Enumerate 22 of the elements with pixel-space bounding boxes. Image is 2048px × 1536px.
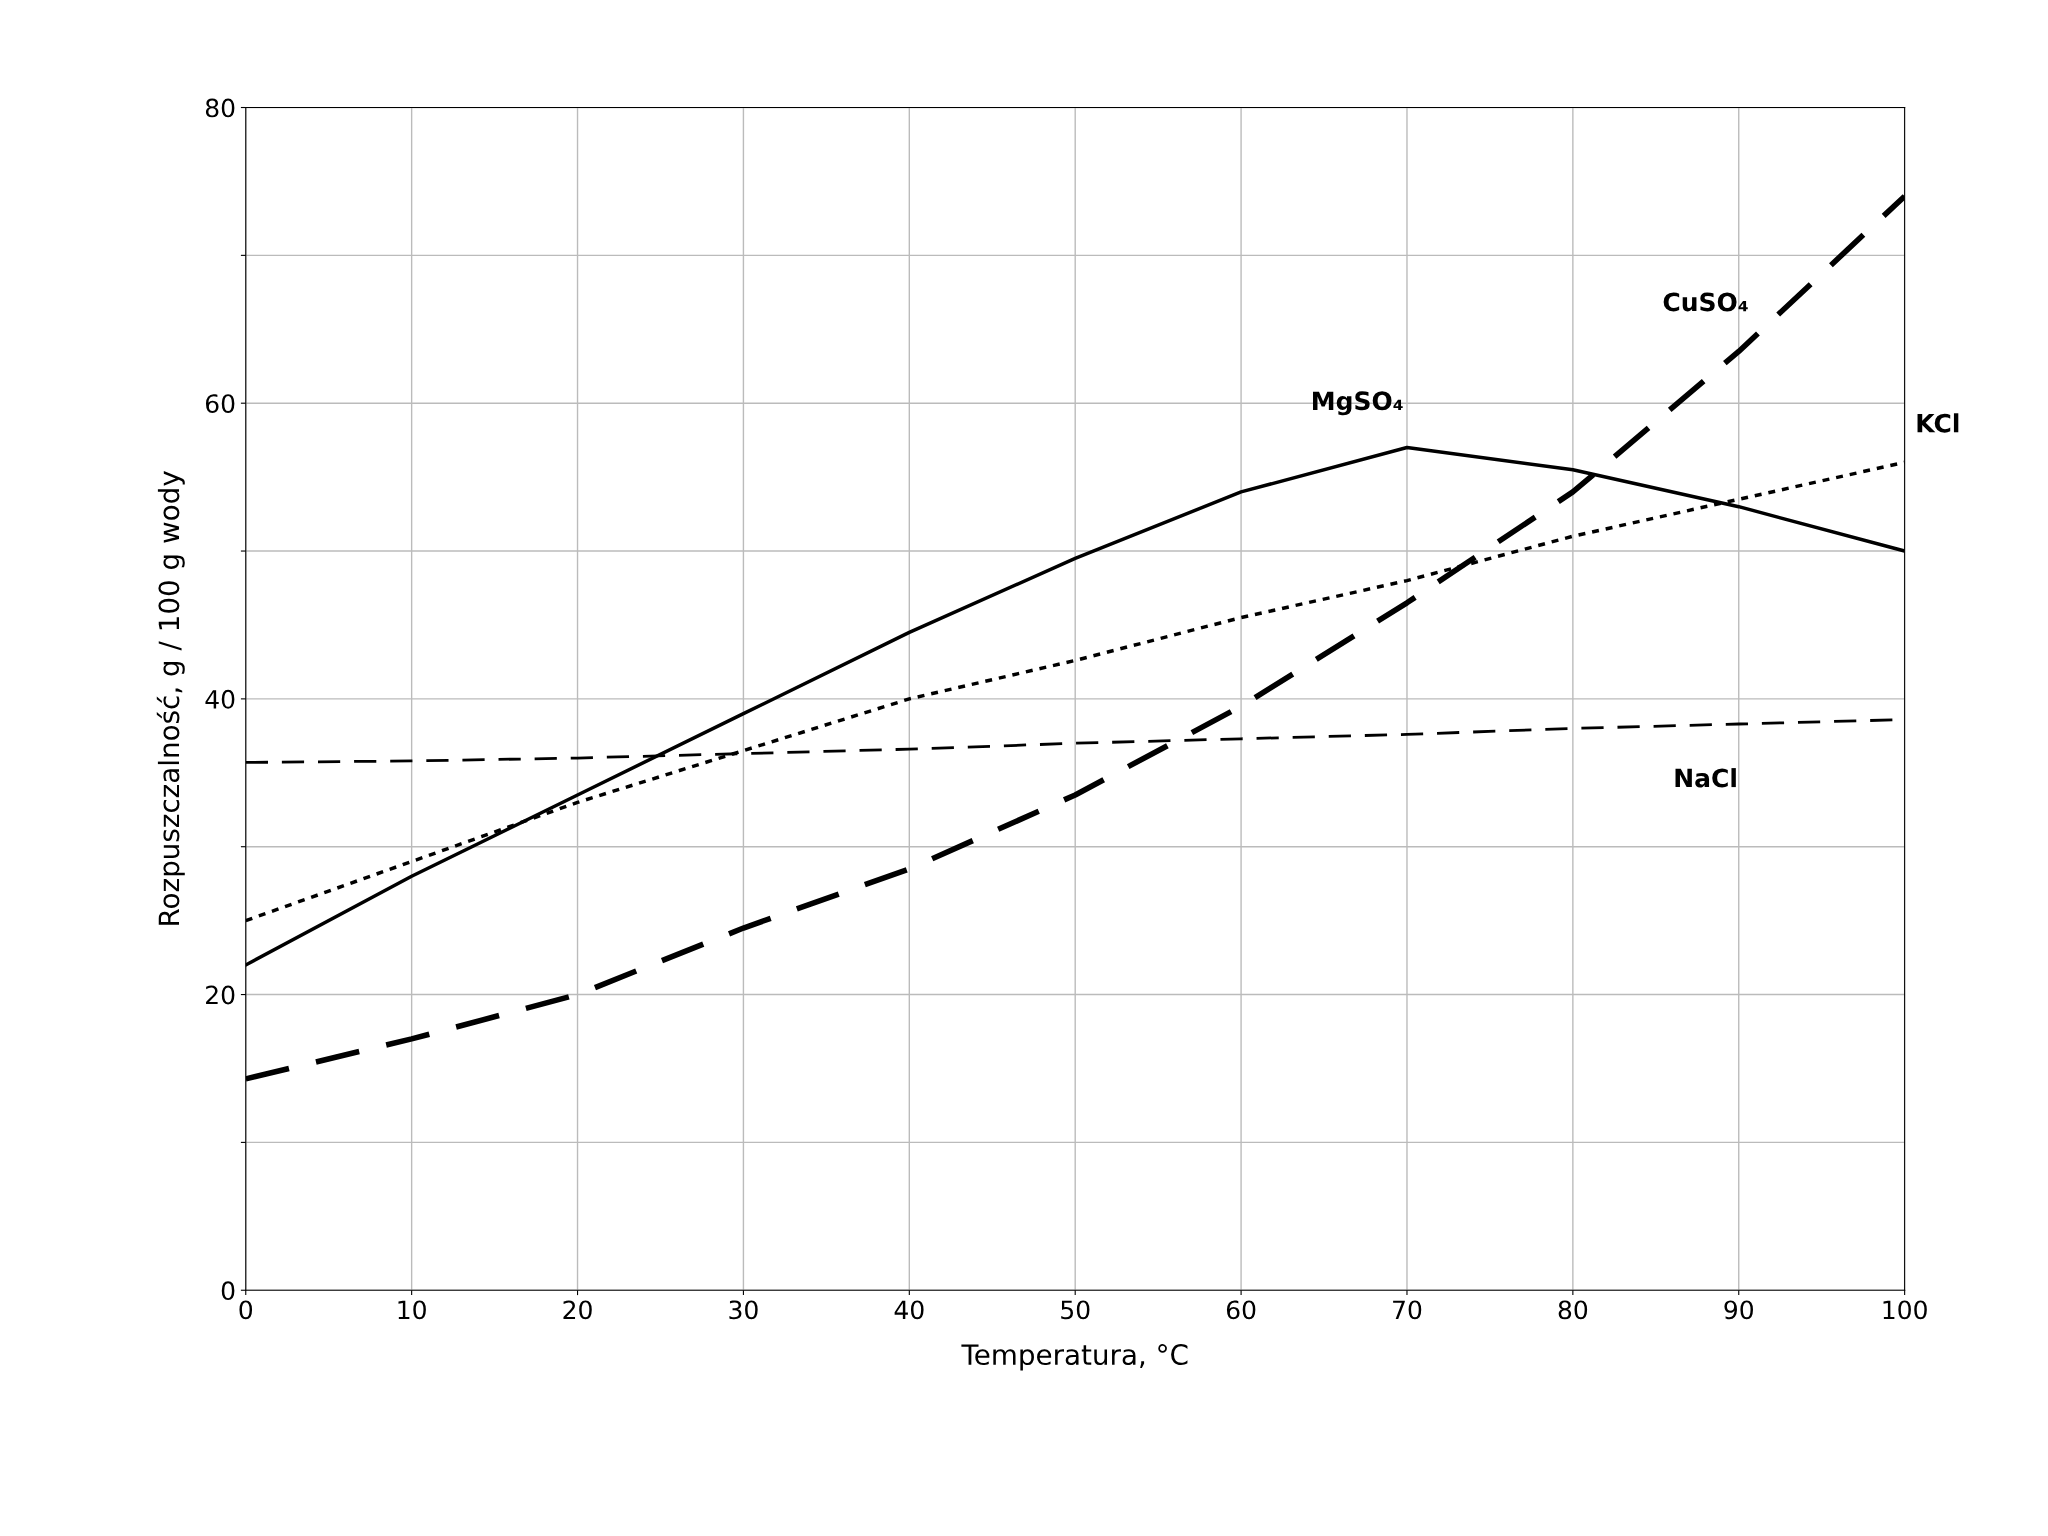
x-tick-label: 0: [239, 1300, 253, 1320]
x-tick-label: 20: [563, 1300, 592, 1320]
x-tick-label: 90: [1724, 1300, 1753, 1320]
series-label: NaCl: [1675, 768, 1736, 788]
x-axis-title: Temperatura, °C: [961, 1344, 1188, 1371]
series-label: MgSO₄: [1313, 391, 1403, 416]
x-tick-label: 10: [398, 1300, 426, 1320]
y-tick-label: 20: [206, 985, 235, 1005]
x-tick-label: 100: [1883, 1300, 1927, 1320]
y-tick-label: 80: [205, 98, 235, 118]
x-tick-label: 40: [894, 1300, 924, 1320]
x-tick-label: 80: [1558, 1300, 1588, 1320]
y-tick-label: 0: [221, 1281, 235, 1301]
x-tick-label: 50: [1061, 1300, 1090, 1320]
y-tick-label: 60: [205, 394, 235, 414]
x-tick-label: 70: [1393, 1300, 1422, 1320]
series-label: KCl: [1917, 413, 1959, 433]
x-tick-label: 30: [729, 1300, 758, 1320]
x-tick-label: 60: [1226, 1300, 1256, 1320]
y-tick-label: 40: [205, 689, 235, 709]
y-axis-title: Rozpuszczalność, g / 100 g wody: [156, 471, 185, 925]
series-label: CuSO₄: [1663, 292, 1748, 312]
